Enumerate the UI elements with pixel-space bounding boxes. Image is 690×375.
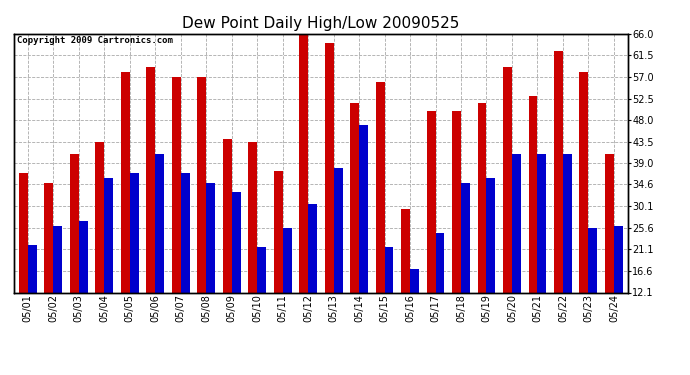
Bar (384, 248, 393, 351)
Bar (95, 142, 104, 351)
Bar (104, 178, 113, 351)
Text: Copyright 2009 Cartronics.com: Copyright 2009 Cartronics.com (17, 36, 172, 45)
Bar (44, 183, 53, 351)
Bar (283, 228, 292, 351)
Bar (614, 226, 623, 351)
Bar (28, 245, 37, 351)
Bar (538, 154, 546, 351)
Bar (53, 226, 62, 351)
Bar (181, 173, 190, 351)
Bar (426, 111, 435, 351)
Bar (248, 142, 257, 351)
Bar (452, 111, 461, 351)
Bar (554, 51, 563, 351)
Bar (401, 209, 410, 351)
Bar (375, 82, 384, 351)
Bar (333, 168, 342, 351)
Bar (410, 269, 419, 351)
Bar (155, 154, 164, 351)
Bar (308, 204, 317, 351)
Bar (223, 140, 232, 351)
Bar (70, 154, 79, 351)
Bar (563, 154, 572, 351)
Bar (580, 72, 589, 351)
Bar (359, 125, 368, 351)
Bar (605, 154, 614, 351)
Bar (121, 72, 130, 351)
Bar (350, 104, 359, 351)
Bar (130, 173, 139, 351)
Bar (257, 248, 266, 351)
Bar (232, 192, 241, 351)
Bar (325, 44, 333, 351)
Bar (512, 154, 521, 351)
Bar (172, 77, 181, 351)
Bar (197, 77, 206, 351)
Bar (529, 96, 538, 351)
Bar (503, 68, 512, 351)
Bar (146, 68, 155, 351)
Bar (299, 34, 308, 351)
Title: Dew Point Daily High/Low 20090525: Dew Point Daily High/Low 20090525 (182, 16, 460, 31)
Bar (461, 183, 470, 351)
Bar (19, 173, 28, 351)
Bar (206, 183, 215, 351)
Bar (435, 233, 444, 351)
Bar (486, 178, 495, 351)
Bar (79, 221, 88, 351)
Bar (274, 171, 283, 351)
Bar (589, 228, 598, 351)
Bar (477, 104, 486, 351)
